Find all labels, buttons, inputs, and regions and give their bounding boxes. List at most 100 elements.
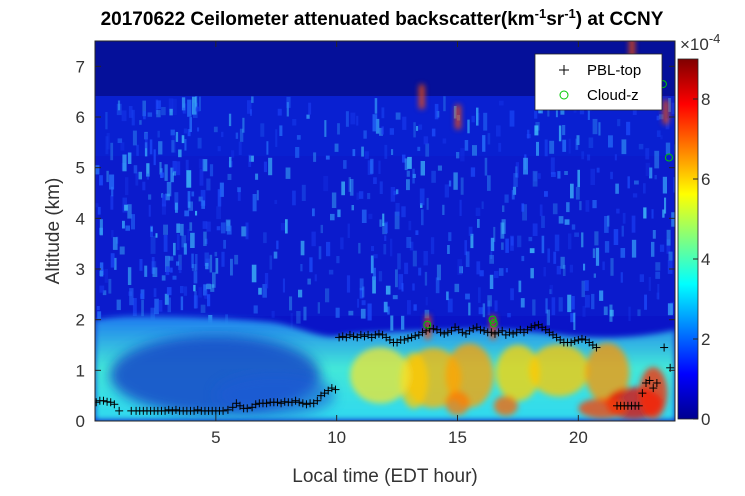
pbl-top-point — [638, 389, 647, 398]
heatmap-cell — [182, 107, 185, 114]
heatmap-cell — [185, 159, 189, 171]
heatmap-cell — [256, 190, 259, 201]
heatmap-cell — [359, 287, 364, 299]
colorbar-tick-label: 4 — [701, 250, 710, 269]
heatmap-cell — [487, 175, 491, 191]
heatmap-cell — [274, 199, 278, 204]
pbl-top-point — [567, 338, 576, 347]
heatmap-cell — [264, 273, 269, 289]
heatmap-cell — [425, 143, 430, 157]
heatmap-cell — [163, 224, 168, 235]
heatmap-cell — [409, 241, 414, 251]
pbl-top-point — [95, 398, 101, 407]
heatmap-cell — [425, 315, 431, 340]
pbl-top-point — [223, 405, 232, 414]
heatmap-cell — [395, 269, 398, 288]
heatmap-cell — [595, 247, 600, 266]
heatmap-cell — [268, 157, 273, 176]
heatmap-cell — [99, 270, 104, 276]
heatmap-cell — [220, 222, 226, 234]
heatmap-cell — [317, 302, 320, 314]
heatmap-cell — [610, 258, 614, 276]
pbl-top-point — [660, 343, 669, 352]
pbl-top-point — [273, 398, 282, 407]
heatmap-cell — [231, 150, 235, 158]
heatmap-cell — [648, 277, 651, 291]
heatmap-cell — [476, 107, 479, 126]
heatmap-cell — [448, 232, 452, 242]
heatmap-cell — [340, 237, 344, 250]
heatmap-cell — [475, 207, 481, 216]
heatmap-cell — [447, 245, 450, 254]
heatmap-cell — [122, 220, 125, 229]
heatmap-cell — [579, 201, 582, 211]
heatmap-cell — [402, 154, 406, 163]
heatmap-cell — [198, 287, 202, 298]
heatmap-cell — [498, 268, 504, 276]
heatmap-cell — [154, 298, 159, 315]
pbl-top-point — [574, 335, 583, 344]
pbl-top-point — [171, 405, 180, 414]
heatmap-cell — [389, 128, 394, 135]
heatmap-cell — [227, 173, 232, 180]
colorbar-gradient — [677, 58, 699, 420]
heatmap-cell — [520, 298, 525, 308]
heatmap-cell — [550, 157, 555, 175]
heatmap-cell — [111, 186, 114, 197]
heatmap-cell — [206, 283, 211, 290]
heatmap-cell — [307, 278, 311, 285]
heatmap-cell — [454, 283, 460, 293]
heatmap-cell — [660, 135, 663, 140]
heatmap-cell — [104, 269, 108, 283]
heatmap-cell — [312, 208, 315, 217]
heatmap-cell — [489, 254, 494, 264]
heatmap-cell — [464, 140, 469, 151]
heatmap-cell — [398, 274, 403, 290]
heatmap-cell — [226, 225, 232, 235]
pbl-top-point — [99, 396, 108, 405]
heatmap-cell — [234, 254, 239, 265]
heatmap-cell — [379, 181, 383, 194]
heatmap-cell — [102, 290, 107, 296]
heatmap-cell — [509, 110, 515, 127]
heatmap-cell — [395, 112, 401, 120]
cloud-z-point — [664, 153, 673, 162]
heatmap-cell — [363, 130, 367, 139]
pbl-top-point — [458, 328, 467, 337]
heatmap-cell — [140, 293, 143, 299]
heatmap-cell — [356, 115, 359, 126]
heatmap-cell — [527, 129, 530, 139]
legend-label-cloud-z: Cloud-z — [587, 87, 639, 104]
heatmap-cell — [575, 186, 580, 200]
heatmap-cell — [401, 315, 405, 330]
pbl-top-point — [407, 333, 416, 342]
heatmap-cell — [109, 174, 115, 190]
pbl-top-point — [327, 384, 336, 393]
heatmap-cell — [501, 219, 506, 234]
pbl-top-point — [505, 328, 514, 337]
heatmap-cell — [654, 150, 660, 169]
heatmap-cell — [172, 160, 177, 173]
heatmap-cell — [193, 271, 198, 284]
heatmap-cell — [142, 100, 146, 117]
heatmap-cell — [119, 246, 125, 255]
heatmap-cell — [545, 298, 548, 314]
heatmap-cell — [149, 139, 153, 155]
heatmap-cell — [577, 169, 580, 187]
heatmap-cell — [352, 149, 356, 157]
y-tick-label: 7 — [76, 57, 85, 76]
heatmap-cell — [460, 177, 464, 195]
heatmap-cell — [148, 204, 151, 217]
heatmap-cell — [544, 139, 548, 157]
heatmap-cell — [189, 117, 192, 132]
heatmap-cell — [247, 100, 252, 114]
heatmap-cell — [175, 132, 179, 142]
heatmap-cell — [654, 175, 657, 180]
heatmap-cell — [420, 203, 423, 208]
heatmap-cell — [567, 294, 572, 313]
heatmap-cell — [568, 138, 571, 154]
heatmap-cell — [116, 299, 121, 311]
heatmap-cell — [585, 200, 590, 212]
heatmap-cell — [406, 179, 410, 191]
heatmap-cell — [153, 288, 157, 298]
